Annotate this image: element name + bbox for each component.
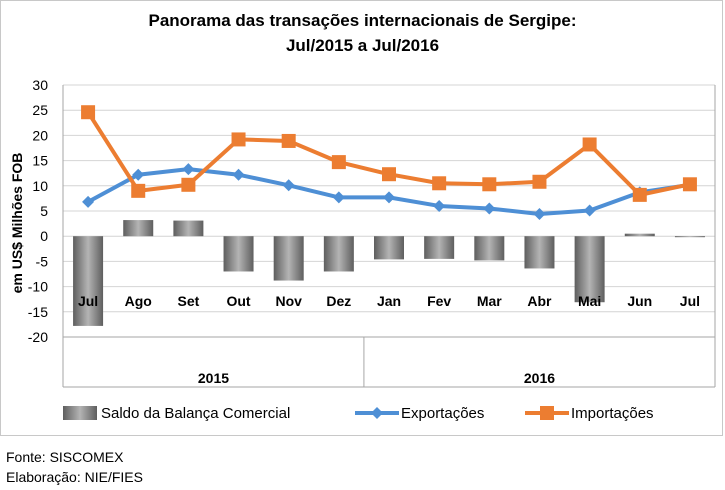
y-tick-label: 0: [40, 228, 48, 244]
x-tick-label: Out: [226, 293, 250, 309]
footer-source: Fonte: SISCOMEX: [6, 449, 124, 465]
import-point: [181, 177, 196, 192]
chart-title-line-2: Jul/2015 a Jul/2016: [285, 36, 440, 55]
y-axis-title: em US$ Milhões FOB: [9, 153, 25, 294]
legend-label: Saldo da Balança Comercial: [101, 405, 290, 422]
import-point: [331, 155, 346, 170]
import-point: [281, 133, 296, 148]
x-tick-label: Mar: [477, 293, 502, 309]
y-tick-label: -15: [28, 304, 48, 320]
saldo-bar: [374, 236, 404, 260]
x-tick-label: Ago: [125, 293, 152, 309]
chart-title-line-1: Panorama das transações internacionais d…: [148, 11, 577, 30]
year-label-2015: 2015: [198, 370, 229, 386]
export-point: [282, 179, 295, 192]
export-point: [533, 208, 546, 221]
saldo-bar: [424, 236, 455, 259]
saldo-bar: [474, 236, 505, 261]
import-point: [382, 167, 396, 182]
legend-label: Importações: [571, 405, 654, 422]
import-point: [482, 177, 497, 192]
import-point: [81, 105, 96, 120]
export-point: [383, 191, 395, 204]
y-tick-label: 10: [32, 178, 48, 194]
legend-swatch-saldo: [63, 406, 97, 420]
y-tick-label: 20: [32, 127, 48, 143]
export-point: [433, 199, 446, 212]
saldo-bar: [73, 236, 104, 326]
x-tick-label: Dez: [326, 293, 351, 309]
export-point: [132, 168, 145, 181]
x-tick-label: Mai: [578, 293, 601, 309]
saldo-bar: [674, 236, 705, 238]
footer-elaboration: Elaboração: NIE/FIES: [6, 469, 143, 485]
saldo-bars: [73, 220, 705, 326]
x-tick-label: Jun: [627, 293, 652, 309]
export-point: [82, 195, 95, 208]
y-tick-label: 30: [32, 77, 48, 93]
line-importaes: [86, 110, 692, 197]
saldo-bar: [524, 236, 555, 269]
y-tick-label: -10: [28, 279, 48, 295]
x-tick-label: Fev: [427, 293, 451, 309]
axes: [62, 85, 716, 388]
x-tick-label: Nov: [275, 293, 302, 309]
x-tick-label: Set: [177, 293, 199, 309]
y-tick-label: 15: [32, 153, 48, 169]
legend-marker-export: [371, 407, 383, 419]
import-point: [432, 176, 447, 191]
x-tick-label: Jan: [377, 293, 401, 309]
legend-marker-import: [540, 406, 554, 420]
saldo-bar: [574, 236, 605, 303]
y-tick-label: 5: [40, 203, 48, 219]
export-point: [232, 168, 245, 181]
saldo-bar: [173, 220, 204, 237]
export-point: [583, 204, 596, 217]
import-point: [632, 187, 647, 202]
x-tick-label: Jul: [680, 293, 700, 309]
import-point: [532, 174, 547, 189]
saldo-bar: [123, 220, 154, 237]
saldo-bar: [223, 236, 254, 272]
year-label-2016: 2016: [524, 370, 555, 386]
y-tick-label: -5: [36, 253, 49, 269]
saldo-bar: [323, 236, 354, 272]
series-lines: [81, 105, 697, 221]
import-point: [231, 132, 246, 147]
import-point: [682, 177, 697, 192]
saldo-bar: [624, 233, 655, 237]
chart-frame: [0, 0, 723, 436]
saldo-bar: [273, 236, 304, 281]
export-point: [332, 191, 345, 204]
y-tick-label: 25: [32, 102, 48, 118]
import-point: [582, 137, 597, 152]
legend-label: Exportações: [401, 405, 484, 422]
x-tick-label: Abr: [527, 293, 552, 309]
y-tick-label: -20: [28, 329, 48, 345]
export-point: [182, 163, 195, 176]
legend: Saldo da Balança Comercial Exportações Imp…: [63, 405, 654, 422]
import-point: [131, 183, 146, 198]
export-point: [483, 202, 496, 215]
x-tick-label: Jul: [78, 293, 98, 309]
